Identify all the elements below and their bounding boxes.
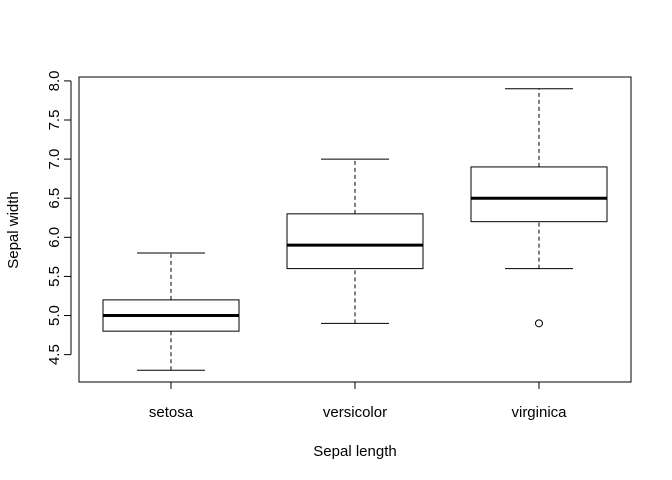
- y-tick-label: 7.0: [46, 149, 63, 170]
- y-tick-label: 6.5: [46, 188, 63, 209]
- iqr-box: [286, 213, 424, 270]
- box-setosa: [102, 252, 240, 371]
- y-tick-label: 6.0: [46, 227, 63, 248]
- y-tick-label: 8.0: [46, 70, 63, 91]
- x-axis-label: Sepal length: [313, 443, 396, 460]
- x-tick-label: virginica: [511, 404, 567, 421]
- x-axis: setosa versicolor virginica: [149, 381, 567, 421]
- y-tick-label: 4.5: [46, 344, 63, 365]
- y-tick-label: 7.5: [46, 110, 63, 131]
- box-versicolor: [286, 158, 424, 324]
- y-tick-label: 5.0: [46, 305, 63, 326]
- iqr-box: [470, 166, 608, 223]
- y-axis-label: Sepal width: [5, 191, 22, 269]
- box-virginica: [470, 88, 608, 328]
- boxes-layer: [102, 88, 608, 371]
- x-tick-label: setosa: [149, 404, 194, 421]
- outlier-point: [535, 319, 543, 328]
- y-tick-label: 5.5: [46, 266, 63, 287]
- x-tick-label: versicolor: [323, 404, 387, 421]
- y-axis: 4.5 5.0 5.5 6.0 6.5 7.0 7.5 8.0: [46, 70, 72, 365]
